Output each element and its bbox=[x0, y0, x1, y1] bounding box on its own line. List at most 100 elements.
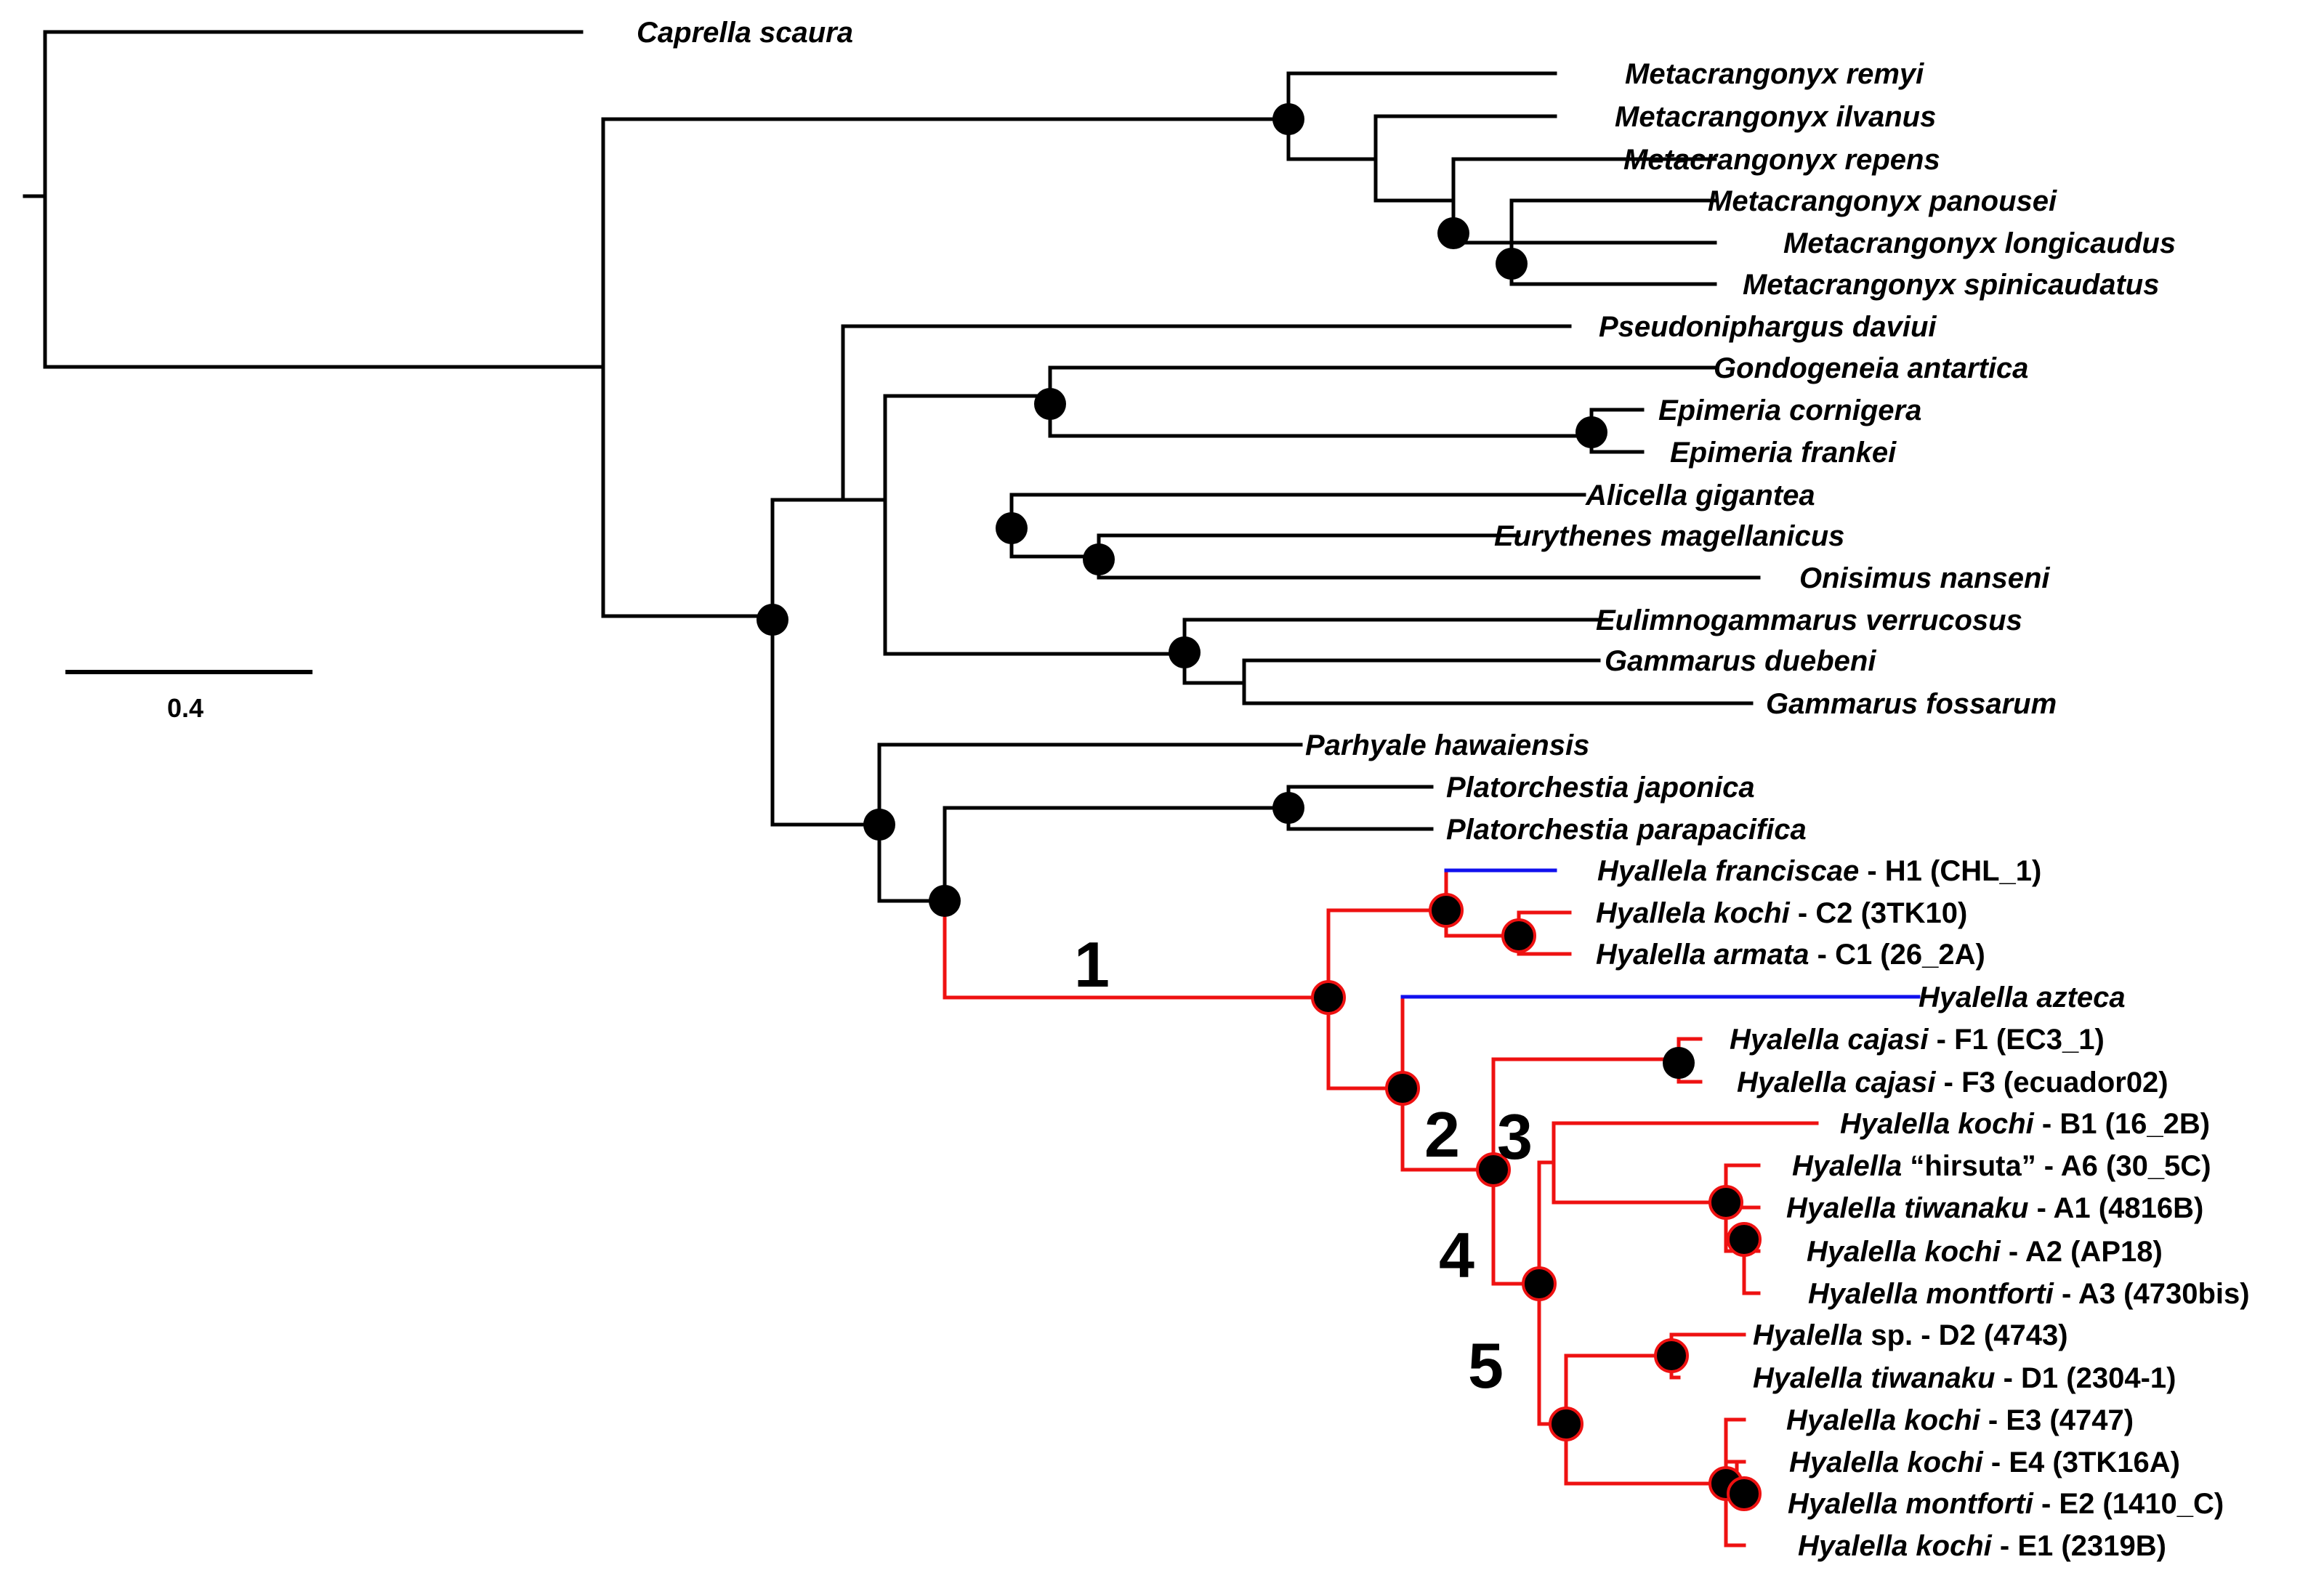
taxon-species: Metacrangonyx repens bbox=[1623, 144, 1940, 176]
taxon-label: Hyalella kochi - E1 (2319B) bbox=[1798, 1530, 2166, 1562]
clade-number: 2 bbox=[1424, 1098, 1460, 1170]
taxon-label: Metacrangonyx repens bbox=[1623, 144, 1940, 176]
taxon-species: Eurythenes magellanicus bbox=[1494, 520, 1844, 552]
taxon-label: Hyalella kochi - A2 (AP18) bbox=[1807, 1236, 2163, 1268]
taxon-species: Parhyale hawaiensis bbox=[1305, 729, 1589, 761]
support-node bbox=[1496, 248, 1528, 280]
support-node bbox=[863, 809, 895, 841]
taxon-label: Eurythenes magellanicus bbox=[1494, 520, 1844, 552]
support-node bbox=[1034, 388, 1066, 420]
tree-branches bbox=[23, 30, 1921, 1547]
scale-bar: 0.4 bbox=[65, 670, 312, 723]
taxon-labels: Caprella scaura Metacrangonyx remyi Metacr… bbox=[637, 17, 2250, 1562]
taxon-species: Hyalella bbox=[1792, 1150, 1902, 1182]
taxon-label: Hyalella armata - C1 (26_2A) bbox=[1596, 939, 1985, 971]
taxon-species: Platorchestia parapacifica bbox=[1446, 814, 1807, 846]
taxon-label: Metacrangonyx remyi bbox=[1625, 58, 1924, 90]
taxon-species: Gammarus fossarum bbox=[1766, 688, 2057, 720]
taxon-code: - E4 (3TK16A) bbox=[1983, 1446, 2180, 1478]
clade-number: 3 bbox=[1497, 1101, 1533, 1173]
taxon-label: Hyalella “hirsuta” - A6 (30_5C) bbox=[1792, 1150, 2211, 1182]
support-node bbox=[1708, 1185, 1743, 1220]
taxon-species: Metacrangonyx longicaudus bbox=[1783, 227, 2176, 259]
taxon-label: Hyalella montforti - A3 (4730bis) bbox=[1808, 1278, 2250, 1310]
taxon-species: Hyalella cajasi bbox=[1730, 1024, 1929, 1056]
clade-number: 1 bbox=[1074, 928, 1110, 1000]
taxon-species: Hyallela franciscae bbox=[1597, 855, 1859, 887]
taxon-species: Metacrangonyx ilvanus bbox=[1615, 101, 1936, 133]
taxon-species: Hyalella montforti bbox=[1808, 1278, 2054, 1310]
taxon-label: Hyallela kochi - C2 (3TK10) bbox=[1596, 897, 1967, 929]
taxon-label: Platorchestia parapacifica bbox=[1446, 814, 1807, 846]
support-node bbox=[1169, 636, 1201, 668]
support-node bbox=[1272, 103, 1304, 135]
taxon-species: Hyalella kochi bbox=[1786, 1404, 1981, 1436]
taxon-label: Eulimnogammarus verrucosus bbox=[1596, 604, 2022, 636]
taxon-species: Hyalella kochi bbox=[1840, 1108, 2035, 1140]
support-node bbox=[1549, 1407, 1583, 1441]
taxon-species: Onisimus nanseni bbox=[1799, 562, 2050, 594]
taxon-species: Hyallela kochi bbox=[1596, 897, 1791, 929]
taxon-code: - A2 (AP18) bbox=[2001, 1236, 2163, 1268]
support-node bbox=[756, 604, 788, 636]
taxon-code: - C2 (3TK10) bbox=[1790, 897, 1968, 929]
taxon-species: Gondogeneia antartica bbox=[1714, 352, 2028, 384]
support-node bbox=[1385, 1071, 1420, 1106]
taxon-label: Metacrangonyx ilvanus bbox=[1615, 101, 1936, 133]
clade-number: 5 bbox=[1468, 1330, 1504, 1401]
taxon-code: - F3 (ecuador02) bbox=[1936, 1067, 2168, 1098]
taxon-label: Parhyale hawaiensis bbox=[1305, 729, 1589, 761]
taxon-label: Metacrangonyx panousei bbox=[1708, 185, 2057, 217]
taxon-code: - E1 (2319B) bbox=[1992, 1530, 2166, 1562]
taxon-label: Hyalella cajasi - F3 (ecuador02) bbox=[1737, 1067, 2168, 1098]
taxon-code: sp. - D2 (4743) bbox=[1863, 1319, 2067, 1351]
taxon-species: Alicella gigantea bbox=[1585, 480, 1815, 511]
taxon-species: Pseudoniphargus daviui bbox=[1599, 311, 1937, 343]
support-node bbox=[996, 512, 1028, 544]
clade-labels: 1 2 34 5 bbox=[1074, 928, 1533, 1401]
support-node bbox=[1727, 1222, 1762, 1257]
taxon-code: - D1 (2304-1) bbox=[1995, 1362, 2176, 1394]
tree-nodes bbox=[756, 103, 1762, 1511]
taxon-label: Gondogeneia antartica bbox=[1714, 352, 2028, 384]
taxon-species: Hyalella kochi bbox=[1789, 1446, 1984, 1478]
support-node bbox=[1476, 1152, 1511, 1187]
support-node bbox=[929, 885, 961, 917]
taxon-label: Platorchestia japonica bbox=[1446, 772, 1755, 804]
taxon-label: Alicella gigantea bbox=[1585, 480, 1815, 511]
taxon-label: Metacrangonyx longicaudus bbox=[1783, 227, 2176, 259]
support-node bbox=[1437, 217, 1469, 249]
taxon-label: Gammarus duebeni bbox=[1605, 645, 1876, 677]
taxon-label: Hyalella cajasi - F1 (EC3_1) bbox=[1730, 1024, 2105, 1056]
taxon-species: Metacrangonyx spinicaudatus bbox=[1743, 269, 2159, 301]
taxon-species: Caprella scaura bbox=[637, 17, 853, 49]
support-node bbox=[1501, 918, 1536, 953]
taxon-species: Eulimnogammarus verrucosus bbox=[1596, 604, 2022, 636]
support-node bbox=[1429, 893, 1464, 928]
taxon-species: Hyalella montforti bbox=[1788, 1488, 2034, 1520]
taxon-code: “hirsuta” - A6 (30_5C) bbox=[1902, 1150, 2211, 1182]
clade-number: 4 bbox=[1439, 1219, 1474, 1291]
taxon-species: Gammarus duebeni bbox=[1605, 645, 1876, 677]
taxon-species: Hyalella bbox=[1753, 1319, 1863, 1351]
support-node bbox=[1663, 1047, 1695, 1079]
support-node bbox=[1272, 792, 1304, 824]
taxon-species: Metacrangonyx panousei bbox=[1708, 185, 2057, 217]
taxon-label: Epimeria cornigera bbox=[1658, 394, 1921, 426]
taxon-label: Hyallela franciscae - H1 (CHL_1) bbox=[1597, 855, 2041, 887]
taxon-species: Hyalella cajasi bbox=[1737, 1067, 1936, 1098]
taxon-species: Hyalella kochi bbox=[1798, 1530, 1993, 1562]
taxon-code: - E2 (1410_C) bbox=[2033, 1488, 2224, 1520]
taxon-species: Epimeria frankei bbox=[1670, 437, 1897, 469]
taxon-label: Hyalella azteca bbox=[1918, 982, 2126, 1013]
taxon-label: Hyalella montforti - E2 (1410_C) bbox=[1788, 1488, 2224, 1520]
taxon-label: Hyalella tiwanaku - D1 (2304-1) bbox=[1753, 1362, 2176, 1394]
taxon-species: Platorchestia japonica bbox=[1446, 772, 1755, 804]
taxon-code: - F1 (EC3_1) bbox=[1929, 1024, 2105, 1056]
taxon-species: Epimeria cornigera bbox=[1658, 394, 1921, 426]
taxon-species: Hyalella kochi bbox=[1807, 1236, 2001, 1268]
taxon-label: Hyalella kochi - B1 (16_2B) bbox=[1840, 1108, 2210, 1140]
support-node bbox=[1727, 1476, 1762, 1511]
taxon-label: Caprella scaura bbox=[637, 17, 853, 49]
